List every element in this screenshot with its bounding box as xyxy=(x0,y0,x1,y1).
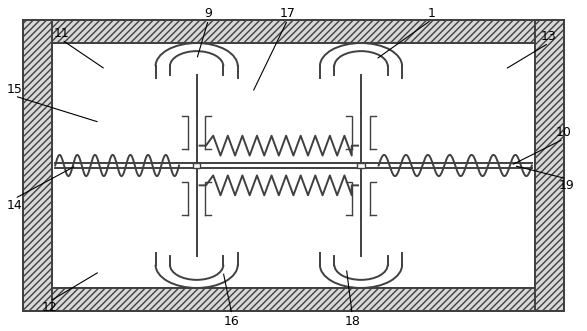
Bar xyxy=(357,164,365,167)
Text: 14: 14 xyxy=(7,199,22,212)
Text: 9: 9 xyxy=(204,7,212,20)
Bar xyxy=(23,20,564,311)
Text: 18: 18 xyxy=(344,314,360,328)
Text: 12: 12 xyxy=(42,301,58,314)
Bar xyxy=(535,20,564,311)
Text: 19: 19 xyxy=(559,179,574,192)
Bar xyxy=(23,20,52,311)
Text: 15: 15 xyxy=(6,83,23,96)
Text: 10: 10 xyxy=(555,126,572,139)
Text: 17: 17 xyxy=(279,7,296,20)
Text: 16: 16 xyxy=(224,314,239,328)
Bar xyxy=(23,288,564,311)
Text: 11: 11 xyxy=(54,26,69,40)
Bar xyxy=(23,20,564,43)
Bar xyxy=(193,164,201,167)
Text: 13: 13 xyxy=(541,30,556,43)
Bar xyxy=(52,43,535,288)
Text: 1: 1 xyxy=(427,7,436,20)
